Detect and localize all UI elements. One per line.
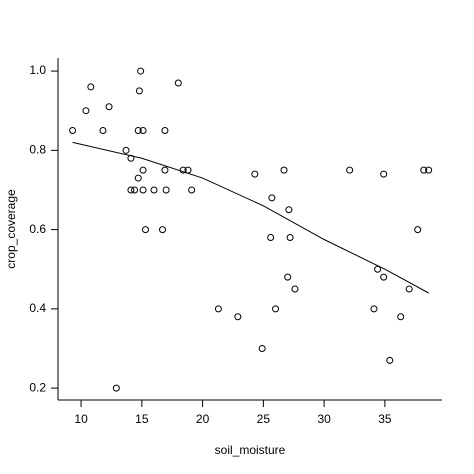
point	[127, 186, 135, 194]
y-tick-label: 0.8	[29, 143, 46, 157]
y-tick-label: 1.0	[29, 63, 46, 77]
point	[137, 67, 145, 75]
x-tick-label: 30	[317, 412, 331, 426]
y-tick-label: 0.6	[29, 222, 46, 236]
point	[380, 273, 388, 281]
point	[267, 234, 275, 242]
point	[105, 103, 113, 111]
point	[161, 166, 169, 174]
point	[258, 344, 266, 352]
point	[268, 194, 276, 202]
point	[159, 226, 167, 234]
point	[346, 166, 354, 174]
x-tick-label: 10	[74, 412, 88, 426]
point	[141, 226, 149, 234]
point	[280, 166, 288, 174]
point	[161, 127, 169, 135]
point	[134, 127, 142, 135]
point	[131, 186, 139, 194]
point	[174, 79, 182, 87]
y-tick-label: 0.4	[29, 301, 46, 315]
point	[134, 174, 142, 182]
point	[87, 83, 95, 91]
x-tick-label: 25	[257, 412, 271, 426]
point	[291, 285, 299, 293]
point	[122, 146, 130, 154]
point	[405, 285, 413, 293]
point	[150, 186, 158, 194]
point	[272, 305, 280, 313]
point	[370, 305, 378, 313]
x-tick-label: 15	[135, 412, 149, 426]
point	[214, 305, 222, 313]
point	[179, 166, 187, 174]
point	[397, 313, 405, 321]
point	[420, 166, 428, 174]
point	[284, 273, 292, 281]
point	[139, 166, 147, 174]
point	[139, 127, 147, 135]
x-tick-label: 20	[196, 412, 210, 426]
point	[139, 186, 147, 194]
point	[99, 127, 107, 135]
point	[135, 87, 143, 95]
point	[112, 384, 120, 392]
point	[285, 206, 293, 214]
point	[380, 170, 388, 178]
smooth-line	[72, 141, 429, 294]
x-axis-label: soil_moisture	[215, 443, 286, 457]
point	[251, 170, 259, 178]
point	[234, 313, 242, 321]
point	[82, 107, 90, 115]
point	[286, 234, 294, 242]
y-tick-label: 0.2	[29, 380, 46, 394]
point	[162, 186, 170, 194]
point	[414, 226, 422, 234]
point	[188, 186, 196, 194]
point	[386, 356, 394, 364]
point	[69, 127, 77, 135]
point	[425, 166, 433, 174]
x-tick-label: 35	[378, 412, 392, 426]
point	[374, 265, 382, 273]
y-axis-label: crop_coverage	[4, 189, 18, 269]
